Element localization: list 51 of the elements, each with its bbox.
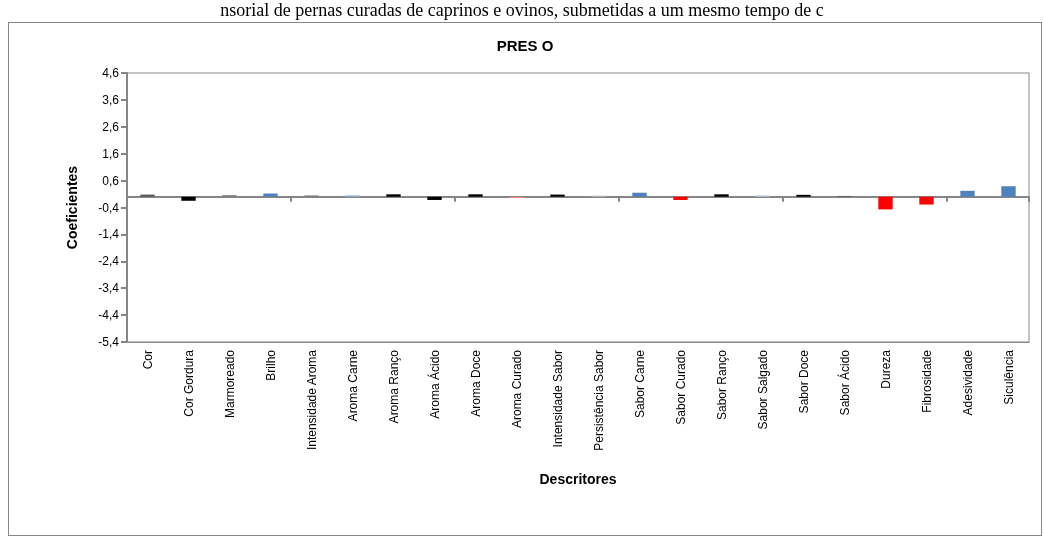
x-tick-label: Sabor Ácido xyxy=(836,349,852,416)
x-tick-label: Sabor Doce xyxy=(796,349,811,414)
bar xyxy=(714,194,729,197)
x-tick-label: Adesividade xyxy=(960,349,975,416)
bar xyxy=(386,194,401,197)
bar xyxy=(878,196,893,210)
text: nsorial de pernas curadas de caprinos e ovinos, submetidas a um mesmo tempo de c xyxy=(219,0,825,20)
x-tick-label: Persistência Sabor xyxy=(591,350,606,451)
x-tick-label: Aroma Ranço xyxy=(386,349,401,424)
bar xyxy=(632,192,647,197)
y-tick-label: 0,6 xyxy=(102,173,120,188)
y-tick-label: 1,6 xyxy=(102,146,120,161)
y-tick-label: -5,4 xyxy=(98,335,120,349)
y-tick-label: -1,4 xyxy=(98,227,120,242)
bar xyxy=(263,193,278,197)
bar xyxy=(673,196,688,200)
x-tick-label: Aroma Carne xyxy=(345,349,360,422)
x-tick-label: Cor xyxy=(140,350,155,370)
x-tick-label: Fibrosidade xyxy=(919,349,934,413)
bar xyxy=(468,194,483,197)
bar xyxy=(427,196,442,200)
x-tick-label: Siculência xyxy=(1001,349,1016,405)
bar xyxy=(181,196,196,201)
y-tick-label: 3,6 xyxy=(102,92,120,107)
y-tick-label: -0,4 xyxy=(98,200,120,215)
chart-title: PRES O xyxy=(496,37,554,54)
y-axis-title: Coeficientes xyxy=(64,165,80,250)
y-tick-label: -3,4 xyxy=(98,281,120,296)
x-tick-label: Sabor Ranço xyxy=(714,349,729,421)
x-tick-label: Intensidade Aroma xyxy=(304,349,319,451)
bar xyxy=(1001,186,1016,197)
x-tick-label: Marmoreado xyxy=(222,349,237,419)
y-tick-label: 4,6 xyxy=(102,66,120,80)
x-tick-label: Aroma Curado xyxy=(509,349,524,429)
x-tick-label: Sabor Carne xyxy=(632,349,647,419)
bar xyxy=(919,196,934,205)
y-tick-label: -2,4 xyxy=(98,254,120,269)
x-axis-title: Descritores xyxy=(539,471,617,487)
y-tick-label: -4,4 xyxy=(98,308,120,323)
x-tick-label: Cor Gordura xyxy=(181,349,196,417)
y-tick-label: 2,6 xyxy=(102,119,120,134)
x-tick-label: Intensidade Sabor xyxy=(550,350,565,448)
x-tick-label: Aroma Ácido xyxy=(426,349,442,419)
bar xyxy=(960,190,975,197)
x-tick-label: Aroma Doce xyxy=(468,349,483,417)
bar xyxy=(550,194,565,197)
bar xyxy=(140,194,155,197)
x-tick-label: Sabor Salgado xyxy=(755,349,770,430)
x-tick-label: Sabor Curado xyxy=(673,349,688,425)
x-tick-label: Brilho xyxy=(263,349,278,381)
x-tick-label: Dureza xyxy=(878,349,893,389)
